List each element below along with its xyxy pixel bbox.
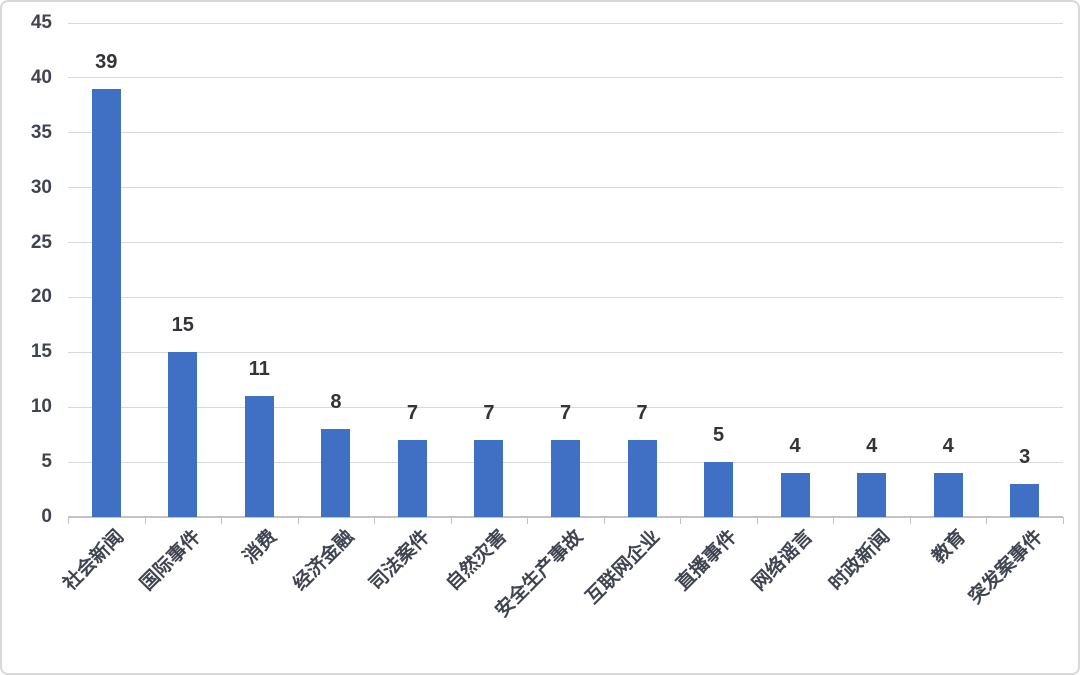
- x-tick-label: 教育: [928, 526, 971, 569]
- x-axis-tick: [144, 517, 146, 524]
- bar-value-label: 5: [713, 424, 725, 447]
- x-tick-label: 司法案件: [365, 526, 435, 595]
- bar: [244, 396, 274, 517]
- bar: [627, 440, 657, 517]
- y-tick-label: 0: [41, 506, 52, 527]
- gridline: [68, 406, 1063, 408]
- bar-value-label: 11: [248, 358, 270, 381]
- bar-value-label: 4: [789, 435, 801, 458]
- bar-value-label: 7: [406, 402, 418, 425]
- x-axis-tick: [1063, 517, 1064, 524]
- bar: [474, 440, 504, 517]
- x-axis-tick: [603, 517, 605, 524]
- x-tick-label: 突发案事件: [964, 526, 1047, 609]
- bar-value-label: 4: [866, 435, 878, 458]
- x-axis-tick: [986, 517, 988, 524]
- y-tick-label: 5: [41, 451, 52, 473]
- bar: [704, 462, 734, 517]
- bar: [397, 440, 427, 517]
- bar-value-label: 15: [171, 314, 194, 337]
- y-tick-label: 40: [30, 66, 52, 88]
- x-axis-line: [68, 516, 1063, 518]
- x-tick-label: 互联网企业: [582, 526, 665, 609]
- bar-value-label: 8: [330, 391, 342, 414]
- x-tick-label: 时政新闻: [825, 526, 894, 595]
- gridline: [68, 351, 1063, 353]
- x-axis-tick: [680, 517, 682, 524]
- x-tick-label: 直播事件: [672, 526, 741, 595]
- x-tick-label: 经济金融: [289, 526, 359, 595]
- gridline: [68, 187, 1063, 189]
- x-axis-tick: [68, 517, 69, 524]
- x-tick-label: 国际事件: [136, 526, 205, 595]
- bar-value-label: 39: [95, 50, 118, 73]
- x-axis-tick: [221, 517, 223, 524]
- bar: [91, 88, 121, 517]
- bar: [168, 352, 198, 517]
- y-tick-label: 10: [30, 396, 52, 418]
- x-tick-label: 社会新闻: [59, 526, 129, 595]
- x-axis-tick: [297, 517, 299, 524]
- gridline: [68, 242, 1063, 244]
- x-axis-tick: [527, 517, 529, 524]
- bar: [1010, 484, 1040, 517]
- x-axis-tick: [450, 517, 452, 524]
- y-tick-label: 25: [30, 231, 52, 253]
- bar-value-label: 7: [559, 402, 572, 425]
- bar-value-label: 3: [1019, 446, 1031, 469]
- y-tick-label: 15: [30, 341, 52, 363]
- bar: [321, 429, 351, 517]
- gridline: [68, 132, 1063, 134]
- x-axis-tick: [833, 517, 835, 524]
- bar-value-label: 7: [483, 402, 495, 425]
- bar: [551, 440, 580, 517]
- gridline: [68, 22, 1063, 24]
- x-axis-tick: [756, 517, 758, 524]
- x-tick-label: 消费: [239, 526, 282, 569]
- y-tick-label: 35: [30, 121, 52, 143]
- bar: [780, 473, 810, 517]
- bar: [857, 473, 887, 517]
- bar: [933, 473, 963, 517]
- y-tick-label: 30: [30, 176, 52, 198]
- x-tick-label: 网络谣言: [748, 526, 818, 595]
- gridline: [68, 77, 1063, 79]
- bar-value-label: 7: [636, 402, 648, 425]
- x-axis-tick: [909, 517, 911, 524]
- bar-value-label: 4: [942, 435, 954, 458]
- y-tick-label: 20: [30, 286, 52, 308]
- x-axis-tick: [374, 517, 376, 524]
- y-tick-label: 45: [30, 12, 52, 33]
- x-tick-label: 自然灾害: [442, 526, 512, 595]
- gridline: [68, 296, 1063, 298]
